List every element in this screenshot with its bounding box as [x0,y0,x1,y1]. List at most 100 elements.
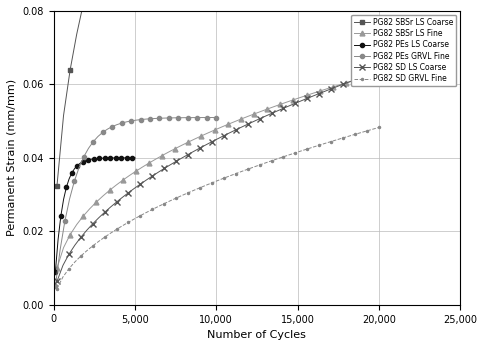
PG82 SBSr LS Coarse [74,32,79,36]
PG82 PEs GRVL Fine [133,118,139,122]
PG82 SD LS Coarse [54,279,60,283]
PG82 SBSr LS Fine [225,122,231,127]
PG82 SBSr LS Fine [54,266,60,270]
PG82 PEs LS Coarse [113,156,119,160]
PG82 SBSr LS Fine [251,112,257,116]
PG82 PEs LS Coarse [93,156,99,161]
PG82 PEs GRVL Fine [57,248,63,252]
PG82 SBSr LS Fine [67,232,73,237]
PG82 PEs GRVL Fine [161,116,167,120]
PG82 SBSr LS Fine [297,95,303,100]
PG82 PEs LS Coarse [52,270,58,274]
PG82 SBSr LS Fine [205,131,211,135]
PG82 SBSr LS Fine [139,165,145,169]
PG82 SBSr LS Fine [106,188,112,193]
PG82 SBSr LS Fine [330,85,336,89]
PG82 SBSr LS Fine [303,93,309,98]
PG82 SBSr LS Fine [271,105,277,109]
PG82 SBSr LS Fine [257,109,263,113]
PG82 PEs LS Coarse [102,156,107,160]
X-axis label: Number of Cycles: Number of Cycles [208,330,306,340]
Y-axis label: Permanent Strain (mm/mm): Permanent Strain (mm/mm) [7,79,17,236]
PG82 SBSr LS Fine [74,222,79,227]
PG82 SBSr LS Fine [192,137,198,141]
PG82 SD LS Coarse [114,200,120,204]
PG82 PEs GRVL Fine [105,127,110,131]
PG82 SBSr LS Fine [323,87,329,91]
PG82 PEs LS Coarse [58,214,64,218]
PG82 SBSr LS Fine [185,140,191,144]
PG82 SBSr LS Fine [60,246,66,250]
PG82 SD LS Coarse [370,71,376,75]
PG82 PEs GRVL Fine [213,116,219,120]
PG82 SBSr LS Fine [87,206,93,211]
PG82 PEs GRVL Fine [109,125,115,129]
PG82 PEs LS Coarse [69,171,75,175]
PG82 SD GRVL Fine [54,287,60,291]
PG82 PEs GRVL Fine [166,116,172,120]
PG82 PEs LS Coarse [77,161,83,166]
PG82 PEs LS Coarse [107,156,113,160]
PG82 PEs LS Coarse [88,157,94,161]
PG82 SD LS Coarse [132,186,137,191]
PG82 SBSr LS Fine [93,200,99,204]
PG82 PEs GRVL Fine [67,197,73,201]
PG82 SD GRVL Fine [376,125,382,129]
Line: PG82 SD LS Coarse: PG82 SD LS Coarse [54,68,381,284]
PG82 PEs LS Coarse [99,156,105,160]
PG82 SBSr LS Fine [146,161,152,165]
PG82 SBSr LS Fine [277,102,283,107]
PG82 SBSr LS Fine [100,194,106,198]
PG82 PEs GRVL Fine [76,166,82,170]
PG82 PEs GRVL Fine [185,116,191,120]
PG82 SBSr LS Coarse [67,68,73,72]
PG82 SBSr LS Fine [231,120,237,124]
PG82 SD GRVL Fine [132,217,137,221]
Line: PG82 SD GRVL Fine: PG82 SD GRVL Fine [55,125,381,291]
PG82 PEs GRVL Fine [171,116,177,120]
PG82 PEs LS Coarse [80,160,86,164]
PG82 SBSr LS Fine [133,169,139,174]
PG82 SBSr LS Fine [317,89,322,93]
PG82 SBSr LS Fine [238,117,244,121]
PG82 SBSr LS Fine [126,174,132,178]
PG82 PEs LS Coarse [55,237,61,242]
PG82 SBSr LS Fine [172,146,178,151]
PG82 SBSr LS Fine [349,79,355,83]
PG82 SBSr LS Fine [310,91,316,95]
PG82 PEs LS Coarse [96,156,102,160]
PG82 PEs GRVL Fine [91,139,96,144]
PG82 SBSr LS Fine [376,71,382,75]
PG82 PEs GRVL Fine [137,118,143,122]
PG82 SBSr LS Fine [198,134,204,138]
PG82 SBSr LS Fine [343,81,349,85]
PG82 PEs GRVL Fine [100,130,106,135]
PG82 SBSr LS Fine [336,83,342,87]
PG82 PEs LS Coarse [85,158,91,162]
PG82 PEs GRVL Fine [147,117,153,121]
PG82 SD GRVL Fine [370,127,376,131]
PG82 PEs LS Coarse [132,156,138,160]
PG82 PEs GRVL Fine [123,120,129,124]
PG82 PEs LS Coarse [72,167,77,171]
PG82 SBSr LS Fine [284,100,290,104]
PG82 PEs LS Coarse [116,156,121,160]
PG82 PEs GRVL Fine [114,122,120,127]
PG82 PEs GRVL Fine [71,179,77,184]
PG82 SBSr LS Coarse [60,113,66,118]
Line: PG82 SBSr LS Fine: PG82 SBSr LS Fine [55,71,381,271]
PG82 PEs LS Coarse [121,156,127,160]
PG82 PEs GRVL Fine [156,116,162,120]
Line: PG82 SBSr LS Coarse: PG82 SBSr LS Coarse [55,0,381,188]
PG82 SD LS Coarse [173,159,179,163]
PG82 SBSr LS Fine [159,153,165,158]
PG82 PEs LS Coarse [75,163,80,168]
PG82 PEs LS Coarse [91,157,97,161]
PG82 SD LS Coarse [376,69,382,73]
PG82 SBSr LS Fine [179,143,185,147]
PG82 PEs LS Coarse [60,197,66,201]
PG82 PEs GRVL Fine [195,116,200,120]
PG82 SBSr LS Fine [264,107,270,111]
PG82 PEs GRVL Fine [62,219,68,223]
PG82 PEs LS Coarse [119,156,124,160]
